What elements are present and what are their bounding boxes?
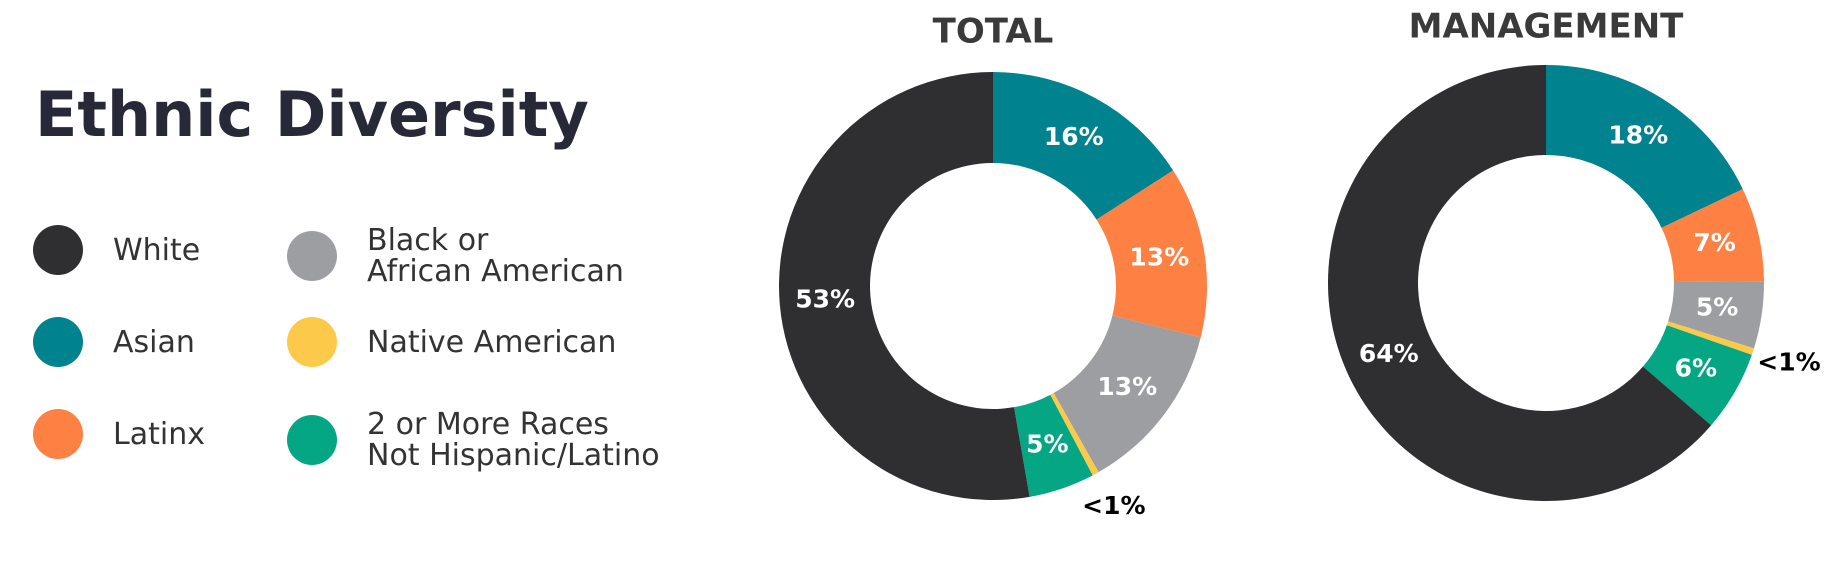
donut-slice [1661,189,1764,282]
data-label: <1% [1082,491,1145,520]
donut-slice [1096,170,1207,338]
chart-title: TOTAL [933,12,1054,52]
donut-slice [1642,325,1752,426]
data-label: 53% [795,284,855,313]
legend-item: Asian [33,317,195,367]
donut-slice [993,72,1174,220]
legend-item: Black or African American [287,225,624,287]
data-label: 13% [1097,372,1157,401]
legend-swatch [287,415,337,465]
page-title: Ethnic Diversity [35,78,589,151]
legend-label: 2 or More Races Not Hispanic/Latino [367,407,660,473]
data-label: 16% [1044,122,1104,151]
legend-swatch [33,225,83,275]
donut-slice [1668,281,1764,349]
legend-label: Native American [367,324,617,360]
donut-slice [1050,392,1099,476]
legend-swatch [287,317,337,367]
legend-label: Asian [113,324,195,360]
legend-swatch [287,231,337,281]
chart-title: MANAGEMENT [1409,7,1685,47]
donut-slice [1014,394,1093,497]
legend-label: White [113,232,201,268]
legend-label: Latinx [113,416,205,452]
data-label: <1% [1757,348,1820,377]
donut-slice [779,72,1030,500]
data-label: 6% [1675,354,1717,383]
legend-swatch [33,317,83,367]
data-label: 13% [1129,242,1189,271]
legend-item: Latinx [33,409,205,459]
donut-slice [1666,321,1754,355]
legend-item: 2 or More Races Not Hispanic/Latino [287,409,660,471]
donut-slice [1546,65,1743,228]
donut-slice [1053,315,1201,473]
data-label: 18% [1608,121,1668,150]
legend-item: White [33,225,200,275]
legend-item: Native American [287,317,616,367]
data-label: 5% [1026,430,1068,459]
legend-swatch [33,409,83,459]
data-label: 64% [1359,339,1419,368]
donut-slice [1328,65,1712,501]
data-label: 5% [1696,293,1738,322]
data-label: 7% [1693,228,1735,257]
legend-label: Black or African American [367,223,624,289]
